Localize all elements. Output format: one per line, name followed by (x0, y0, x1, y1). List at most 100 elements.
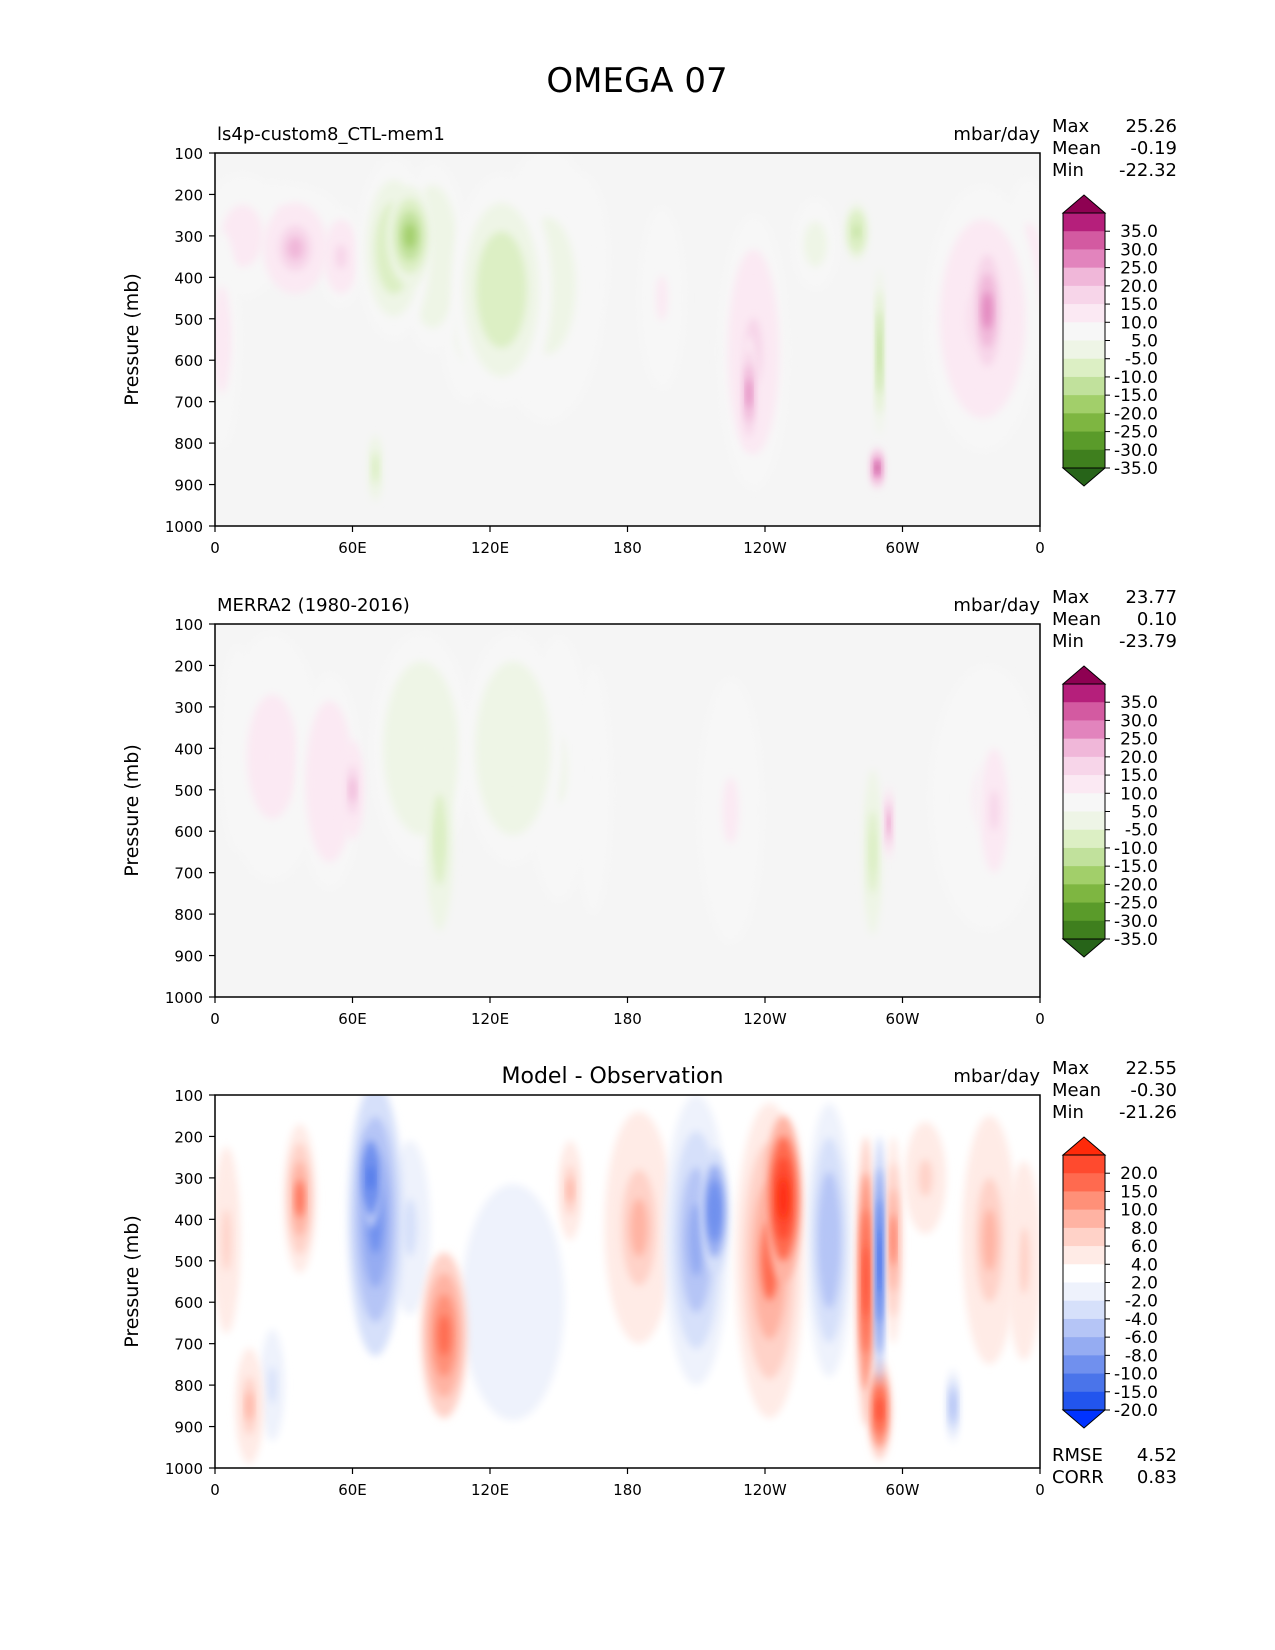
colorbar-segment (1063, 358, 1105, 378)
colorbar-extend-bottom (1061, 1409, 1107, 1429)
y-tick-label: 800 (174, 906, 203, 924)
x-tick-label: 120E (471, 539, 509, 557)
field-contour (870, 831, 876, 873)
colorbar-segment (1063, 793, 1105, 812)
colorbar-segment (1063, 285, 1105, 305)
x-tick-label: 60E (338, 1010, 367, 1028)
colorbar-tick-label: -20.0 (1114, 404, 1158, 424)
y-tick-label: 600 (174, 352, 203, 370)
stat-mean-value: 0.10 (1137, 609, 1177, 630)
stat-mean-label: Mean (1052, 138, 1101, 159)
colorbar-tick-label: -25.0 (1114, 423, 1158, 443)
field-contour (887, 813, 890, 833)
y-tick-label: 200 (174, 657, 203, 675)
colorbar-tick-label: -10.0 (1114, 368, 1158, 388)
x-tick-label: 60W (886, 1010, 920, 1028)
colorbar-segment (1063, 1173, 1105, 1192)
colorbar-tick-label: 5.0 (1131, 332, 1158, 352)
field-contour (321, 754, 338, 809)
colorbar-tick-label: 15.0 (1120, 1182, 1158, 1202)
field-contour (918, 1159, 933, 1197)
field-contour (875, 462, 879, 474)
units-label: mbar/day (953, 1066, 1040, 1087)
colorbar-tick-label: -10.0 (1114, 1365, 1158, 1385)
stat-max-value: 25.26 (1125, 116, 1177, 137)
colorbar-segment (1063, 449, 1105, 469)
panel-model: 100 200 300 400 500 600 700 800 900 1000 0 60E 120E 1… (121, 116, 1177, 557)
stat-max-label: Max (1052, 587, 1090, 608)
colorbar-tick-label: 2.0 (1131, 1274, 1158, 1294)
y-tick-label: 400 (174, 1211, 203, 1229)
colorbar-segment (1063, 902, 1105, 922)
field-contour (863, 1245, 869, 1318)
stat-mean-label: Mean (1052, 1080, 1101, 1101)
y-tick-label: 600 (174, 1294, 203, 1312)
colorbar-tick-label: 20.0 (1120, 748, 1158, 768)
colorbar-segment (1063, 413, 1105, 433)
panel-obs: 100 200 300 400 500 600 700 800 900 1000 0 60E 120E 1… (121, 587, 1177, 1028)
field-contour (746, 378, 752, 408)
colorbar-segment (1063, 1227, 1105, 1247)
colorbar-tick-label: 10.0 (1120, 1201, 1158, 1221)
stat-max-value: 22.55 (1125, 1058, 1177, 1079)
y-axis-label: Pressure (mb) (121, 1215, 143, 1348)
colorbar-tick-label: -5.0 (1125, 821, 1158, 841)
field-contour (217, 312, 227, 367)
y-tick-label: 500 (174, 311, 203, 329)
y-tick-label: 200 (174, 186, 203, 204)
corr-label: CORR (1052, 1467, 1104, 1488)
colorbar-tick-label: 4.0 (1131, 1255, 1158, 1275)
x-tick-label: 0 (1035, 539, 1045, 557)
y-tick-label: 300 (174, 228, 203, 246)
colorbar-segment (1063, 213, 1105, 232)
x-tick-label: 0 (1035, 1481, 1045, 1499)
y-tick-label: 900 (174, 948, 203, 966)
stat-mean-value: -0.19 (1130, 138, 1177, 159)
stat-min-value: -21.26 (1119, 1102, 1177, 1123)
field-contour (404, 223, 416, 249)
y-tick-label: 1000 (165, 989, 203, 1007)
y-tick-label: 200 (174, 1128, 203, 1146)
field-contour (295, 1179, 304, 1218)
field-contour (232, 220, 253, 252)
colorbar-tick-label: -20.0 (1114, 1401, 1158, 1421)
colorbar-tick-label: 5.0 (1131, 803, 1158, 823)
panel-diff: 100 200 300 400 500 600 700 800 900 1000 0 60E 120E 1… (121, 1058, 1177, 1499)
units-label: mbar/day (953, 124, 1040, 145)
colorbar-tick-label: 15.0 (1120, 766, 1158, 786)
colorbar-tick-label: -35.0 (1114, 930, 1158, 950)
stat-min-label: Min (1052, 1102, 1084, 1123)
x-tick-label: 120W (743, 539, 787, 557)
field-contour (656, 275, 668, 321)
field (219, 632, 1040, 944)
stat-max-label: Max (1052, 1058, 1090, 1079)
stat-min-label: Min (1052, 160, 1084, 181)
colorbar-tick-label: -15.0 (1114, 386, 1158, 406)
y-tick-label: 400 (174, 740, 203, 758)
colorbar-segment (1063, 1300, 1105, 1320)
y-axis-label: Pressure (mb) (121, 273, 143, 406)
colorbar-segment (1063, 775, 1105, 794)
colorbar-tick-label: 35.0 (1120, 693, 1158, 713)
colorbar-segment (1063, 1355, 1105, 1375)
colorbar-tick-label: 10.0 (1120, 313, 1158, 333)
field (215, 153, 1040, 502)
colorbar: 35.030.025.020.015.010.05.0-5.0-10.0-15.… (1061, 194, 1158, 487)
panel-title: ls4p-custom8_CTL-mem1 (217, 124, 445, 145)
y-tick-label: 500 (174, 782, 203, 800)
colorbar-segment (1063, 304, 1105, 323)
y-tick-label: 400 (174, 269, 203, 287)
x-tick-label: 120W (743, 1010, 787, 1028)
colorbar-segment (1063, 720, 1105, 740)
field-contour (951, 1396, 955, 1416)
panel-title: MERRA2 (1980-2016) (217, 595, 410, 616)
field-contour (408, 719, 434, 778)
field-contour (367, 1165, 374, 1191)
rmse-value: 4.52 (1137, 1445, 1177, 1466)
x-tick-label: 60W (886, 1481, 920, 1499)
x-tick-label: 180 (613, 1481, 642, 1499)
colorbar: 20.015.010.08.06.04.02.0-2.0-4.0-6.0-8.0… (1061, 1136, 1158, 1429)
colorbar-segment (1063, 920, 1105, 940)
y-tick-label: 300 (174, 1170, 203, 1188)
